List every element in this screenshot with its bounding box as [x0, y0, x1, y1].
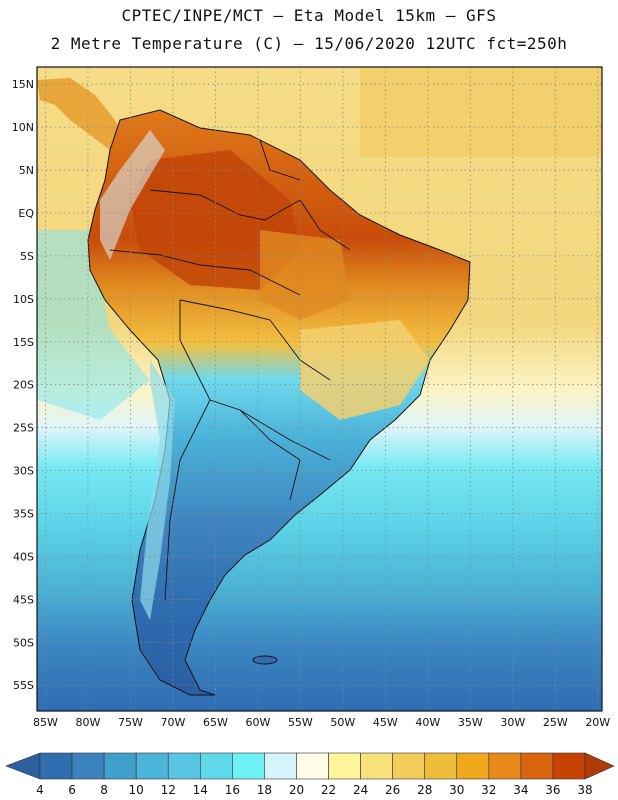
latitude-label: 25S — [13, 422, 34, 435]
map-frame — [36, 66, 603, 712]
latitude-label: 10S — [13, 293, 34, 306]
colorbar-segment — [103, 752, 137, 780]
colorbar-segment — [392, 752, 426, 780]
latitude-label: 40S — [13, 550, 34, 563]
colorbar-label: 8 — [100, 783, 108, 797]
latitude-label: 30S — [13, 465, 34, 478]
colorbar-label: 6 — [68, 783, 76, 797]
longitude-label: 55W — [288, 716, 313, 729]
colorbar-segment — [232, 752, 265, 780]
latitude-label: 35S — [13, 508, 34, 521]
longitude-label: 70W — [161, 716, 186, 729]
colorbar-segment — [328, 752, 361, 780]
colorbar-label: 38 — [577, 783, 592, 797]
latitude-label: 45S — [13, 593, 34, 606]
graticule — [37, 67, 602, 711]
longitude-label: 80W — [76, 716, 101, 729]
longitude-label: 40W — [415, 716, 440, 729]
colorbar-segment — [135, 752, 169, 780]
colorbar-low-arrow — [5, 752, 41, 780]
latitude-label: 5S — [20, 250, 34, 263]
colorbar-segment — [456, 752, 490, 780]
colorbar-segment — [424, 752, 458, 780]
colorbar-label: 10 — [129, 783, 144, 797]
longitude-label: 30W — [500, 716, 525, 729]
longitude-label: 25W — [543, 716, 568, 729]
country-borders — [109, 139, 351, 601]
latitude-label: 15S — [13, 336, 34, 349]
colorbar-segment — [199, 752, 233, 780]
longitude-label: 85W — [33, 716, 58, 729]
colorbar-segment — [488, 752, 522, 780]
longitude-label: 45W — [373, 716, 398, 729]
colorbar-label: 4 — [36, 783, 44, 797]
colorbar-label: 32 — [481, 783, 496, 797]
colorbar-label: 22 — [321, 783, 336, 797]
longitude-label: 75W — [118, 716, 143, 729]
map-title-line2: 2 Metre Temperature (C) – 15/06/2020 12U… — [50, 34, 568, 53]
latitude-label: 15N — [12, 78, 34, 91]
longitude-label: 20W — [585, 716, 610, 729]
colorbar-label: 18 — [257, 783, 272, 797]
colorbar-label: 12 — [161, 783, 176, 797]
latitude-label: 55S — [13, 679, 34, 692]
colorbar-segment — [39, 752, 73, 780]
colorbar-label: 16 — [225, 783, 240, 797]
colorbar-label: 36 — [545, 783, 560, 797]
latitude-label: 50S — [13, 636, 34, 649]
colorbar-segment — [264, 752, 297, 780]
latitude-label: 10N — [12, 121, 34, 134]
colorbar: 4 6 8 10 12 14 16 18 20 22 24 26 28 30 32 34 36 38 — [5, 752, 615, 797]
longitude-label: 50W — [330, 716, 355, 729]
colorbar-label: 24 — [353, 783, 368, 797]
longitude-label: 60W — [245, 716, 270, 729]
latitude-label: 5N — [19, 164, 34, 177]
latitude-label: 20S — [13, 379, 34, 392]
colorbar-segment — [360, 752, 393, 780]
colorbar-label: 28 — [417, 783, 432, 797]
colorbar-segment — [520, 752, 554, 780]
map-title-line1: CPTEC/INPE/MCT – Eta Model 15km – GFS — [121, 6, 497, 25]
colorbar-high-arrow — [584, 752, 615, 780]
latitude-label: EQ — [18, 207, 34, 220]
colorbar-segment — [296, 752, 329, 780]
colorbar-label: 30 — [449, 783, 464, 797]
colorbar-label: 14 — [193, 783, 208, 797]
colorbar-segment — [71, 752, 105, 780]
colorbar-label: 20 — [289, 783, 304, 797]
longitude-label: 65W — [203, 716, 228, 729]
colorbar-segment — [167, 752, 201, 780]
colorbar-segment — [552, 752, 586, 780]
longitude-label: 35W — [458, 716, 483, 729]
colorbar-label: 34 — [513, 783, 528, 797]
colorbar-label: 26 — [385, 783, 400, 797]
